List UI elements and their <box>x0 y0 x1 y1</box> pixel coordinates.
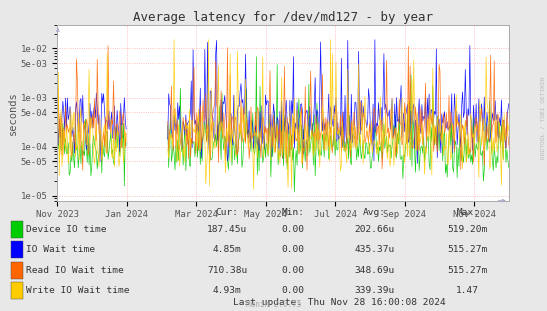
Text: Avg:: Avg: <box>363 208 386 217</box>
Text: Last update: Thu Nov 28 16:00:08 2024: Last update: Thu Nov 28 16:00:08 2024 <box>233 298 445 307</box>
Text: 0.00: 0.00 <box>281 225 304 234</box>
Text: Munin 2.0.75: Munin 2.0.75 <box>246 300 301 309</box>
Text: 0.00: 0.00 <box>281 245 304 254</box>
Bar <box>11 262 23 279</box>
Text: Device IO time: Device IO time <box>26 225 107 234</box>
Text: Write IO Wait time: Write IO Wait time <box>26 286 130 295</box>
Text: 435.37u: 435.37u <box>354 245 395 254</box>
Text: 710.38u: 710.38u <box>207 266 247 275</box>
Bar <box>11 282 23 299</box>
Y-axis label: seconds: seconds <box>8 91 18 135</box>
Title: Average latency for /dev/md127 - by year: Average latency for /dev/md127 - by year <box>133 11 433 24</box>
Text: Cur:: Cur: <box>216 208 238 217</box>
Text: 515.27m: 515.27m <box>447 266 488 275</box>
Text: Max:: Max: <box>456 208 479 217</box>
Text: Read IO Wait time: Read IO Wait time <box>26 266 124 275</box>
Text: 4.93m: 4.93m <box>213 286 241 295</box>
Text: RRDTOOL / TOBI OETIKER: RRDTOOL / TOBI OETIKER <box>541 77 546 160</box>
Bar <box>11 221 23 238</box>
Bar <box>11 241 23 258</box>
Text: 1.47: 1.47 <box>456 286 479 295</box>
Text: 519.20m: 519.20m <box>447 225 488 234</box>
Text: 202.66u: 202.66u <box>354 225 395 234</box>
Text: 339.39u: 339.39u <box>354 286 395 295</box>
Text: 515.27m: 515.27m <box>447 245 488 254</box>
Text: Min:: Min: <box>281 208 304 217</box>
Text: IO Wait time: IO Wait time <box>26 245 95 254</box>
Text: 4.85m: 4.85m <box>213 245 241 254</box>
Text: 0.00: 0.00 <box>281 286 304 295</box>
Text: 187.45u: 187.45u <box>207 225 247 234</box>
Text: 348.69u: 348.69u <box>354 266 395 275</box>
Text: 0.00: 0.00 <box>281 266 304 275</box>
